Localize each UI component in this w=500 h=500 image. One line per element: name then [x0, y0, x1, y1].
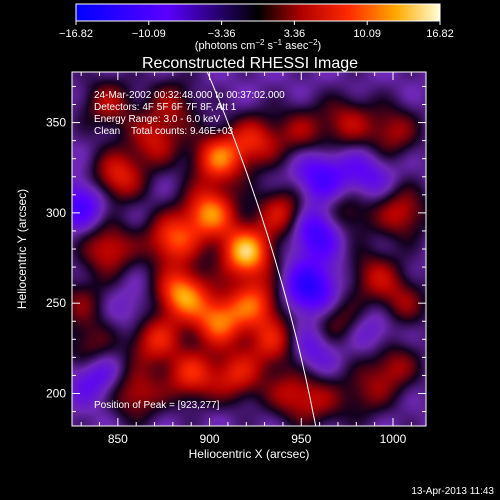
chart-title: Reconstructed RHESSI Image [142, 55, 358, 72]
colorbar-tick-label: 3.36 [284, 28, 305, 40]
x-tick-label: 900 [200, 432, 220, 446]
axis-tick-marks [72, 72, 426, 426]
x-tick-labels: 850 900 950 1000 [108, 432, 407, 446]
y-tick-labels: 200 250 300 350 [46, 116, 66, 401]
colorbar-units: (photons cm−2 s−1 asec−2) [195, 38, 321, 52]
colorbar-tick-label: −3.36 [208, 28, 236, 40]
annotation-energy-range: Energy Range: 3.0 - 6.0 keV [94, 114, 221, 125]
annotation-time-range: 24-Mar-2002 00:32:48.000 to 00:37:02.000 [94, 90, 285, 101]
y-tick-label: 300 [46, 206, 66, 220]
annotation-peak-position: Position of Peak = [923,277] [94, 400, 220, 411]
colorbar: −16.82 −10.09 −3.36 3.36 10.09 16.82 (ph… [59, 3, 454, 52]
y-axis-label: Heliocentric Y (arcsec) [15, 189, 29, 309]
x-tick-label: 850 [108, 432, 128, 446]
heatmap-image [72, 72, 426, 426]
colorbar-tick-label: −10.09 [132, 28, 166, 40]
heatmap-area: 24-Mar-2002 00:32:48.000 to 00:37:02.000… [71, 71, 427, 427]
colorbar-tick-labels: −16.82 −10.09 −3.36 3.36 10.09 16.82 [59, 28, 454, 40]
colorbar-tick-marks [75, 21, 441, 25]
x-tick-label: 1000 [380, 432, 407, 446]
y-tick-label: 250 [46, 296, 66, 310]
colorbar-tick-label: −16.82 [59, 28, 93, 40]
colorbar-tick-label: 16.82 [426, 28, 454, 40]
colorbar-gradient [75, 3, 441, 22]
x-axis-label: Heliocentric X (arcsec) [189, 447, 310, 461]
colorbar-tick-label: 10.09 [353, 28, 381, 40]
annotation-detectors: Detectors: 4F 5F 6F 7F 8F, Att 1 [94, 102, 237, 113]
y-tick-label: 350 [46, 116, 66, 130]
x-tick-label: 950 [291, 432, 311, 446]
y-tick-label: 200 [46, 386, 66, 400]
solar-limb-curve [206, 72, 317, 426]
annotations: 24-Mar-2002 00:32:48.000 to 00:37:02.000… [94, 90, 285, 411]
annotation-counts: Clean Total counts: 9.46E+03 [94, 126, 234, 137]
footer-timestamp: 13-Apr-2013 11:43 [411, 486, 494, 497]
